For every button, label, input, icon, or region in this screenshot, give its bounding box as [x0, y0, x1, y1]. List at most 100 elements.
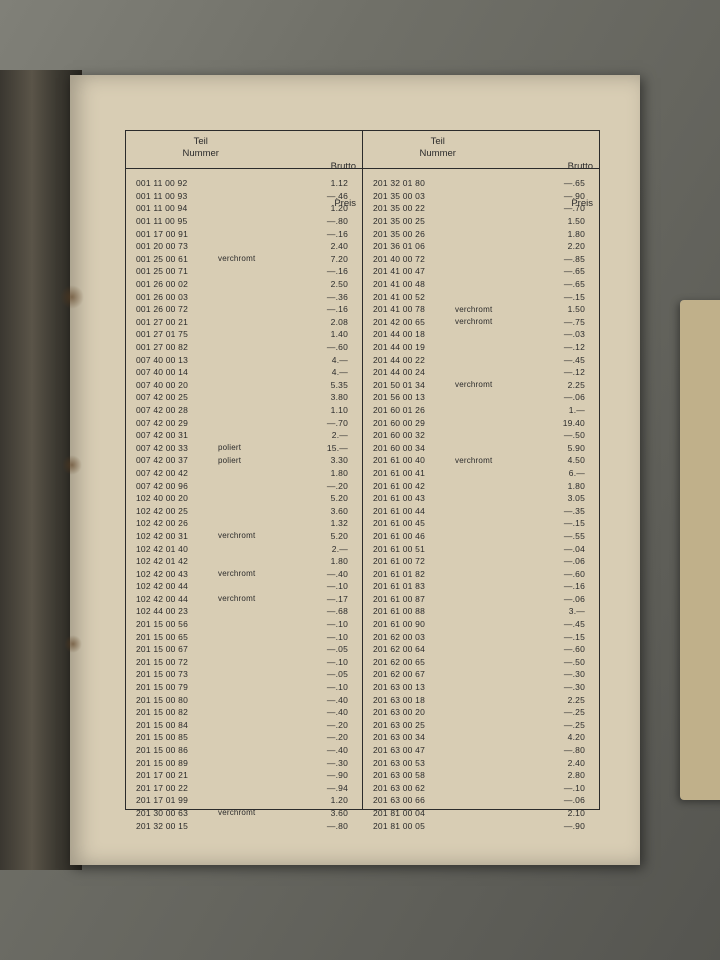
part-price: 1.— — [505, 405, 591, 415]
table-row: 201 60 01 261.— — [373, 404, 591, 417]
part-price: 2.40 — [268, 241, 354, 251]
part-number: 102 42 00 31 — [136, 531, 218, 541]
table-row: 201 40 00 72—.85 — [373, 253, 591, 266]
part-number: 001 27 01 75 — [136, 329, 218, 339]
table-row: 201 15 00 56—.10 — [136, 618, 354, 631]
part-number: 001 11 00 92 — [136, 178, 218, 188]
part-price: —.10 — [268, 581, 354, 591]
part-price: —.06 — [505, 556, 591, 566]
part-price: 1.40 — [268, 329, 354, 339]
part-price: 15.— — [268, 443, 354, 453]
part-number: 007 40 00 20 — [136, 380, 218, 390]
col-header-part: Teil Nummer — [126, 131, 276, 168]
table-row: 001 20 00 732.40 — [136, 240, 354, 253]
part-number: 201 17 00 22 — [136, 783, 218, 793]
table-row: 201 60 00 2919.40 — [373, 416, 591, 429]
part-price: —.45 — [505, 619, 591, 629]
part-note: verchromt — [218, 254, 268, 263]
part-number: 102 44 00 23 — [136, 606, 218, 616]
part-price: —.20 — [268, 481, 354, 491]
table-row: 001 26 00 72—.16 — [136, 303, 354, 316]
table-row: 201 62 00 03—.15 — [373, 630, 591, 643]
part-number: 007 42 00 28 — [136, 405, 218, 415]
table-row: 007 42 00 33poliert15.— — [136, 441, 354, 454]
part-number: 201 63 00 13 — [373, 682, 455, 692]
table-row: 201 63 00 582.80 — [373, 769, 591, 782]
part-note: verchromt — [218, 808, 268, 817]
part-number: 201 60 00 32 — [373, 430, 455, 440]
table-row: 201 63 00 13—.30 — [373, 681, 591, 694]
part-price: —.65 — [505, 266, 591, 276]
part-price: —.17 — [268, 594, 354, 604]
table-row: 201 62 00 64—.60 — [373, 643, 591, 656]
table-row: 102 42 01 402.— — [136, 542, 354, 555]
table-row: 201 44 00 18—.03 — [373, 328, 591, 341]
part-price: —.03 — [505, 329, 591, 339]
part-price: 3.60 — [268, 506, 354, 516]
part-price: 2.20 — [505, 241, 591, 251]
part-price: —.60 — [505, 569, 591, 579]
part-number: 001 26 00 03 — [136, 292, 218, 302]
table-row: 201 41 00 78verchromt1.50 — [373, 303, 591, 316]
part-price: 1.80 — [505, 481, 591, 491]
part-number: 201 17 00 21 — [136, 770, 218, 780]
part-number: 001 27 00 21 — [136, 317, 218, 327]
part-number: 201 61 00 44 — [373, 506, 455, 516]
header-text: Nummer — [363, 148, 513, 160]
part-number: 201 61 00 46 — [373, 531, 455, 541]
part-number: 102 42 00 43 — [136, 569, 218, 579]
table-row: 201 81 00 042.10 — [373, 807, 591, 820]
table-row: 201 60 00 345.90 — [373, 441, 591, 454]
part-price: —.20 — [268, 732, 354, 742]
table-row: 201 15 00 84—.20 — [136, 719, 354, 732]
part-number: 201 15 00 56 — [136, 619, 218, 629]
part-number: 201 62 00 64 — [373, 644, 455, 654]
part-price: —.70 — [268, 418, 354, 428]
part-number: 201 15 00 80 — [136, 695, 218, 705]
part-number: 201 15 00 89 — [136, 758, 218, 768]
part-price: —.90 — [268, 770, 354, 780]
table-row: 201 44 00 24—.12 — [373, 366, 591, 379]
part-number: 001 11 00 93 — [136, 191, 218, 201]
part-price: —.06 — [505, 594, 591, 604]
part-number: 201 35 00 22 — [373, 203, 455, 213]
table-row: 001 27 01 75 1.40 — [136, 328, 354, 341]
part-price: 2.50 — [268, 279, 354, 289]
part-number: 201 63 00 25 — [373, 720, 455, 730]
part-price: 5.20 — [268, 531, 354, 541]
part-number: 201 63 00 66 — [373, 795, 455, 805]
table-row: 201 61 00 72—.06 — [373, 555, 591, 568]
part-number: 201 61 00 43 — [373, 493, 455, 503]
adjacent-book — [680, 300, 720, 800]
part-number: 001 17 00 91 — [136, 229, 218, 239]
part-note: verchromt — [455, 380, 505, 389]
table-row: 001 27 00 82—.60 — [136, 341, 354, 354]
table-row: 201 44 00 22—.45 — [373, 353, 591, 366]
table-row: 201 62 00 67—.30 — [373, 668, 591, 681]
part-price: 2.25 — [505, 695, 591, 705]
table-row: 201 60 00 32—.50 — [373, 429, 591, 442]
part-price: 4.— — [268, 355, 354, 365]
part-price: 2.— — [268, 544, 354, 554]
part-price: —.30 — [268, 758, 354, 768]
table-row: 201 62 00 65—.50 — [373, 656, 591, 669]
table-row: 007 42 00 253.80 — [136, 391, 354, 404]
table-row: 201 56 00 13—.06 — [373, 391, 591, 404]
table-row: 007 40 00 134.— — [136, 353, 354, 366]
part-number: 201 17 01 99 — [136, 795, 218, 805]
part-price: 5.20 — [268, 493, 354, 503]
table-row: 007 40 00 144.— — [136, 366, 354, 379]
table-row: 201 61 01 82—.60 — [373, 567, 591, 580]
part-price: 7.20 — [268, 254, 354, 264]
table-row: 201 15 00 89 —.30 — [136, 756, 354, 769]
header-text: Teil — [363, 136, 513, 148]
part-number: 201 41 00 52 — [373, 292, 455, 302]
header-text: Teil — [126, 136, 276, 148]
table-row: 102 42 00 261.32 — [136, 517, 354, 530]
part-number: 201 61 00 41 — [373, 468, 455, 478]
part-number: 201 61 00 40 — [373, 455, 455, 465]
table-row: 007 42 00 29—.70 — [136, 416, 354, 429]
table-row: 001 26 00 03—.36 — [136, 290, 354, 303]
part-number: 007 40 00 14 — [136, 367, 218, 377]
part-price: 2.— — [268, 430, 354, 440]
